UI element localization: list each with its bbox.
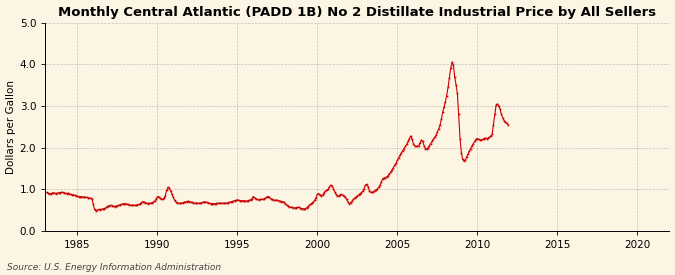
- Y-axis label: Dollars per Gallon: Dollars per Gallon: [5, 80, 16, 174]
- Text: Source: U.S. Energy Information Administration: Source: U.S. Energy Information Administ…: [7, 263, 221, 272]
- Title: Monthly Central Atlantic (PADD 1B) No 2 Distillate Industrial Price by All Selle: Monthly Central Atlantic (PADD 1B) No 2 …: [58, 6, 656, 18]
